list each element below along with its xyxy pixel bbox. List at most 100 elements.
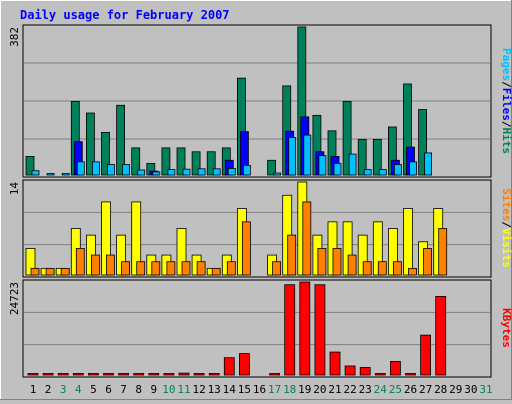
- x-tick-label-8: 8: [135, 383, 142, 396]
- legend-item-files: Files: [500, 88, 512, 121]
- x-tick-label-4: 4: [75, 383, 82, 396]
- bar-kbytes-day-5: [88, 373, 99, 376]
- bar-pages-day-10: [167, 169, 176, 176]
- bar-sites-day-6: [106, 254, 115, 276]
- bar-kbytes-day-8: [133, 373, 145, 376]
- bar-pages-day-27: [424, 152, 433, 176]
- bar-kbytes-day-7: [118, 373, 129, 376]
- bar-visits-day-23: [357, 234, 368, 276]
- bar-hits-day-27: [418, 109, 428, 176]
- legend-item-sites: Sites: [500, 188, 512, 221]
- bar-visits-day-22: [342, 221, 353, 276]
- x-tick-label-5: 5: [90, 383, 97, 396]
- bar-hits-day-5: [86, 112, 95, 176]
- bar-sites-day-10: [166, 261, 176, 276]
- legend-item-visits: Visits: [500, 228, 512, 268]
- bar-sites-day-8: [136, 261, 146, 276]
- bar-sites-day-4: [75, 248, 85, 276]
- bar-sites-day-19: [302, 201, 312, 276]
- panel-frame: [22, 179, 492, 278]
- x-tick-label-22: 22: [343, 383, 356, 396]
- x-tick-label-28: 28: [434, 383, 447, 396]
- legend-item-kbytes: KBytes: [500, 308, 512, 348]
- bar-sites-day-27: [423, 248, 433, 276]
- bar-pages-day-21: [333, 162, 342, 176]
- bar-pages-day-19: [303, 134, 312, 176]
- panel-frame: [22, 279, 492, 378]
- bar-kbytes-day-24: [374, 373, 386, 376]
- bar-kbytes-day-21: [329, 351, 341, 376]
- x-tick-label-6: 6: [105, 383, 112, 396]
- bar-sites-day-7: [121, 261, 130, 276]
- x-tick-label-17: 17: [268, 383, 281, 396]
- bar-sites-day-15: [241, 221, 251, 276]
- bar-pages-day-20: [318, 155, 327, 176]
- x-axis-labels: 1 2 3 4 5 6 7 8 9 10 11 12 13 14 15 16 17 18 19 20 21 22 23 24 2…: [30, 383, 493, 396]
- x-tick-label-2: 2: [45, 383, 52, 396]
- x-tick-label-9: 9: [150, 383, 157, 396]
- x-tick-label-30: 30: [464, 383, 477, 396]
- x-tick-label-16: 16: [253, 383, 266, 396]
- x-tick-label-13: 13: [208, 383, 221, 396]
- bar-hits-day-10: [161, 147, 171, 176]
- chart-panels: 382 14 24723: [8, 24, 492, 378]
- bar-sites-day-9: [151, 261, 161, 276]
- bar-sites-day-13: [211, 267, 221, 276]
- bar-sites-day-17: [272, 261, 282, 276]
- bar-pages-day-7: [122, 164, 130, 176]
- legend-visits-sites: Sites/Visits: [500, 188, 512, 268]
- bar-kbytes-day-6: [103, 373, 114, 376]
- legend-separator: /: [500, 81, 512, 88]
- bar-pages-day-15: [242, 164, 251, 176]
- bar-kbytes-day-2: [42, 373, 54, 376]
- x-tick-label-29: 29: [449, 383, 462, 396]
- bar-visits-day-1: [25, 248, 36, 276]
- bar-hits-day-6: [101, 131, 110, 176]
- bar-sites-day-14: [226, 261, 236, 276]
- bar-kbytes-day-28: [435, 295, 447, 376]
- bar-pages-day-18: [288, 137, 297, 176]
- bar-sites-day-2: [45, 267, 55, 276]
- bar-sites-day-24: [377, 261, 387, 276]
- bar-hits-day-8: [131, 147, 141, 176]
- x-tick-label-11: 11: [177, 383, 190, 396]
- bar-sites-day-5: [91, 254, 100, 276]
- bar-kbytes-day-4: [72, 373, 84, 376]
- bar-hits-day-1: [25, 156, 35, 176]
- x-tick-label-3: 3: [60, 383, 67, 396]
- bar-pages-day-24: [378, 169, 387, 176]
- bar-pages-day-23: [363, 169, 372, 176]
- bar-sites-day-21: [332, 248, 342, 276]
- bar-pages-day-13: [212, 168, 221, 176]
- x-tick-label-10: 10: [162, 383, 175, 396]
- bar-visits-day-11: [176, 228, 187, 276]
- bar-pages-day-9: [152, 171, 161, 176]
- bar-pages-day-1: [31, 170, 40, 176]
- bar-pages-day-12: [197, 168, 206, 176]
- bar-pages-day-2: [46, 173, 55, 176]
- bar-pages-day-8: [137, 169, 146, 176]
- x-tick-label-15: 15: [238, 383, 251, 396]
- bar-hits-day-17: [267, 159, 277, 176]
- bar-hits-day-12: [191, 151, 201, 176]
- bar-kbytes-day-26: [405, 373, 416, 376]
- bar-hits-day-11: [176, 147, 186, 176]
- y-axis-max-label: 14: [8, 182, 21, 196]
- legend-separator: /: [500, 221, 512, 228]
- bar-sites-day-3: [60, 267, 70, 276]
- bar-kbytes-day-20: [314, 284, 326, 376]
- bar-kbytes-day-1: [27, 373, 39, 376]
- bar-pages-day-4: [76, 161, 85, 176]
- x-tick-label-26: 26: [404, 383, 417, 396]
- panel-kbytes: 24723: [8, 279, 492, 378]
- bar-hits-day-24: [372, 138, 382, 176]
- bar-pages-day-17: [273, 172, 282, 176]
- bar-visits-day-7: [116, 234, 126, 276]
- x-tick-label-24: 24: [374, 383, 388, 396]
- bar-hits-day-13: [206, 151, 216, 176]
- bar-pages-day-22: [348, 153, 357, 176]
- bar-kbytes-day-27: [420, 334, 432, 376]
- x-tick-label-25: 25: [389, 383, 402, 396]
